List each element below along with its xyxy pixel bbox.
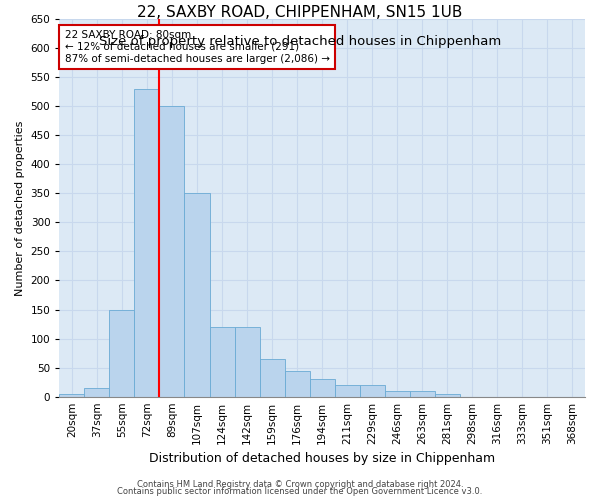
Bar (160, 106, 184, 397)
Bar (59, 394, 85, 396)
Text: Size of property relative to detached houses in Chippenham: Size of property relative to detached ho… (99, 35, 501, 48)
Text: 22 SAXBY ROAD: 80sqm
← 12% of detached houses are smaller (291)
87% of semi-deta: 22 SAXBY ROAD: 80sqm ← 12% of detached h… (65, 30, 329, 64)
Bar (310, 379, 335, 396)
Y-axis label: Number of detached properties: Number of detached properties (15, 120, 25, 296)
Bar (360, 385, 385, 396)
Bar (284, 370, 310, 396)
Text: Contains public sector information licensed under the Open Government Licence v3: Contains public sector information licen… (118, 487, 482, 496)
Bar (85, 388, 109, 396)
Bar (184, 194, 209, 396)
Bar (410, 391, 435, 396)
Bar (260, 359, 284, 397)
Bar (209, 327, 235, 396)
Bar (435, 394, 460, 396)
Bar (335, 385, 360, 396)
X-axis label: Distribution of detached houses by size in Chippenham: Distribution of detached houses by size … (149, 452, 495, 465)
Bar (109, 310, 134, 396)
Bar (385, 391, 410, 396)
Text: Contains HM Land Registry data © Crown copyright and database right 2024.: Contains HM Land Registry data © Crown c… (137, 480, 463, 489)
Bar (235, 327, 260, 396)
Text: 22, SAXBY ROAD, CHIPPENHAM, SN15 1UB: 22, SAXBY ROAD, CHIPPENHAM, SN15 1UB (137, 5, 463, 20)
Bar (134, 88, 160, 397)
